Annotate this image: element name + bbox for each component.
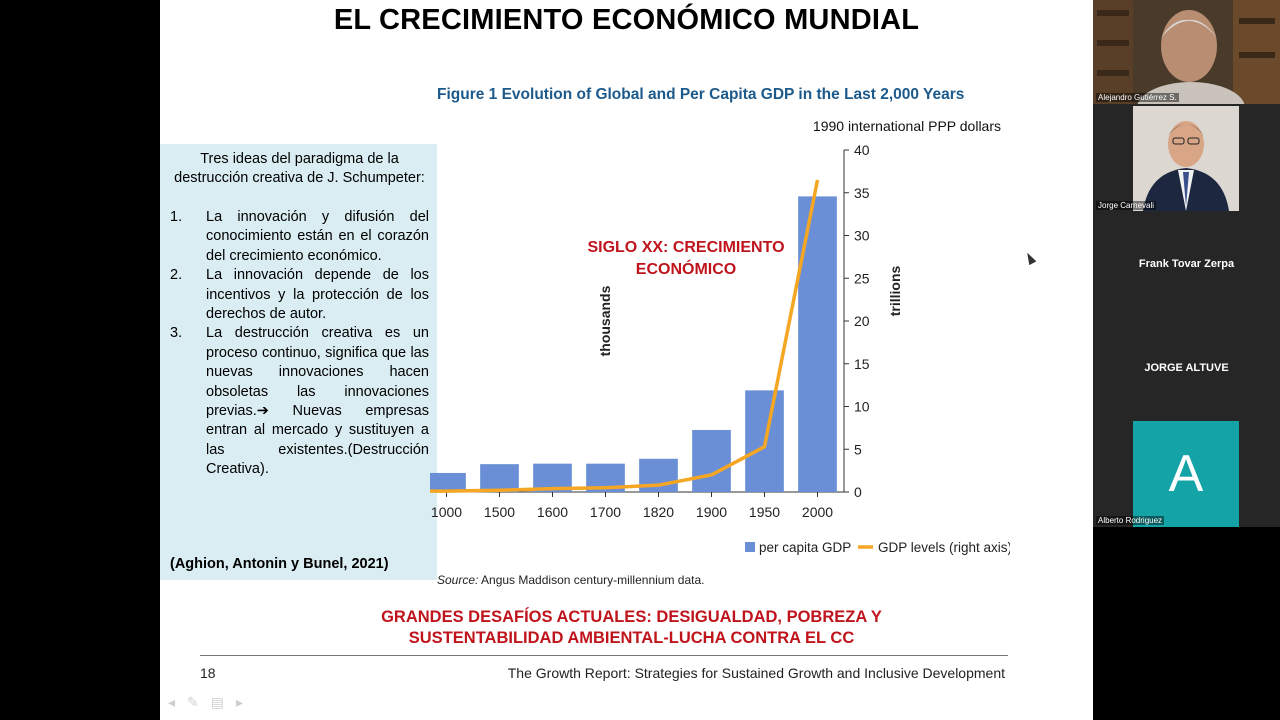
participant-name: Frank Tovar Zerpa xyxy=(1138,258,1235,270)
ideas-intro: Tres ideas del paradigma de la destrucci… xyxy=(174,151,425,186)
y2-tick-label: 35 xyxy=(854,185,870,201)
list-item-text: La innovación y difusión del conocimient… xyxy=(206,209,429,264)
next-slide-icon[interactable]: ▸ xyxy=(236,694,244,710)
ideas-box: Tres ideas del paradigma de la destrucci… xyxy=(160,144,437,580)
legend-line-label: GDP levels (right axis) xyxy=(878,540,1010,555)
slide-title: EL CRECIMIENTO ECONÓMICO MUNDIAL xyxy=(333,4,920,36)
ideas-list: 1. La innovación y difusión del conocimie… xyxy=(170,208,429,480)
participants-panel: Alejandro Gutiérrez S. Jorge Carnevali F… xyxy=(1093,0,1280,527)
slide-controls[interactable]: ◂ ✎ ▤ ▸ xyxy=(168,694,243,711)
participant-video xyxy=(1093,0,1280,104)
participant-name: Alberto Rodriguez xyxy=(1096,516,1165,525)
x-tick-label: 1900 xyxy=(696,504,727,520)
x-tick-label: 1950 xyxy=(749,504,780,520)
citation: (Aghion, Antonin y Bunel, 2021) xyxy=(170,556,389,572)
list-item-text: La destrucción creativa es un proceso co… xyxy=(206,325,429,478)
legend-bar-label: per capita GDP xyxy=(759,540,851,555)
slides-icon[interactable]: ▤ xyxy=(210,694,224,710)
list-item: 3. La destrucción creativa es un proceso … xyxy=(170,324,429,479)
list-item-number: 3. xyxy=(170,325,183,342)
footer-divider xyxy=(200,655,1008,656)
participant-video xyxy=(1133,106,1239,211)
source-text: Angus Maddison century-millennium data. xyxy=(478,573,705,587)
x-tick-label: 1500 xyxy=(484,504,515,520)
list-item-number: 1. xyxy=(170,209,183,225)
list-item: 2. La innovación depende de los incentivo… xyxy=(170,266,429,324)
y2-tick-label: 40 xyxy=(854,142,870,158)
bar xyxy=(692,429,731,492)
x-tick-label: 1600 xyxy=(537,504,568,520)
mouse-cursor-icon xyxy=(1023,250,1037,266)
presentation-slide: EL CRECIMIENTO ECONÓMICO MUNDIAL Figure … xyxy=(160,0,1093,720)
bar xyxy=(430,472,466,492)
overlay-label: SIGLO XX: CRECIMIENTO ECONÓMICO xyxy=(587,239,785,278)
participant-tile[interactable]: A Alberto Rodriguez xyxy=(1093,420,1280,527)
y2-tick-label: 20 xyxy=(854,313,870,329)
x-tick-label: 2000 xyxy=(802,504,833,520)
x-tick-label: 1820 xyxy=(643,504,674,520)
report-name: The Growth Report: Strategies for Sustai… xyxy=(507,665,1005,681)
participant-tile[interactable]: Alejandro Gutiérrez S. xyxy=(1093,0,1280,104)
bar xyxy=(480,464,519,492)
y2-tick-label: 25 xyxy=(854,270,870,286)
y2-tick-label: 5 xyxy=(854,441,862,457)
source-note: Source: Angus Maddison century-millenniu… xyxy=(437,573,704,587)
figure-title: Figure 1 Evolution of Global and Per Cap… xyxy=(437,86,965,103)
y2-tick-label: 10 xyxy=(854,399,870,415)
pen-icon[interactable]: ✎ xyxy=(187,694,199,710)
participant-name: JORGE ALTUVE xyxy=(1144,362,1229,374)
y-axis-label: thousands xyxy=(597,285,613,356)
gdp-chart: 012345670510152025303540thousandstrillio… xyxy=(430,142,1010,555)
legend-bar-swatch xyxy=(745,542,755,552)
participant-tile[interactable]: Frank Tovar Zerpa xyxy=(1093,212,1280,316)
page-number: 18 xyxy=(200,665,216,681)
x-tick-label: 1000 xyxy=(431,504,462,520)
footer-headline: GRANDES DESAFÍOS ACTUALES: DESIGUALDAD, … xyxy=(381,608,882,647)
prev-slide-icon[interactable]: ◂ xyxy=(168,694,176,710)
participant-name: Alejandro Gutiérrez S. xyxy=(1096,93,1179,102)
list-item: 1. La innovación y difusión del conocimie… xyxy=(170,208,429,266)
chart-units-label: 1990 international PPP dollars xyxy=(812,118,1001,134)
avatar: A xyxy=(1133,421,1239,527)
list-item-text: La innovación depende de los incentivos … xyxy=(206,267,429,323)
participant-name: Jorge Carnevali xyxy=(1096,201,1157,210)
source-label: Source: xyxy=(437,573,479,587)
x-tick-label: 1700 xyxy=(590,504,621,520)
y2-tick-label: 30 xyxy=(854,228,870,244)
participant-tile[interactable]: JORGE ALTUVE xyxy=(1093,316,1280,420)
y2-tick-label: 15 xyxy=(854,356,870,372)
y2-tick-label: 0 xyxy=(854,484,862,500)
participant-tile[interactable]: Jorge Carnevali xyxy=(1093,104,1280,212)
y2-axis-label: trillions xyxy=(887,266,903,317)
list-item-number: 2. xyxy=(170,267,183,284)
